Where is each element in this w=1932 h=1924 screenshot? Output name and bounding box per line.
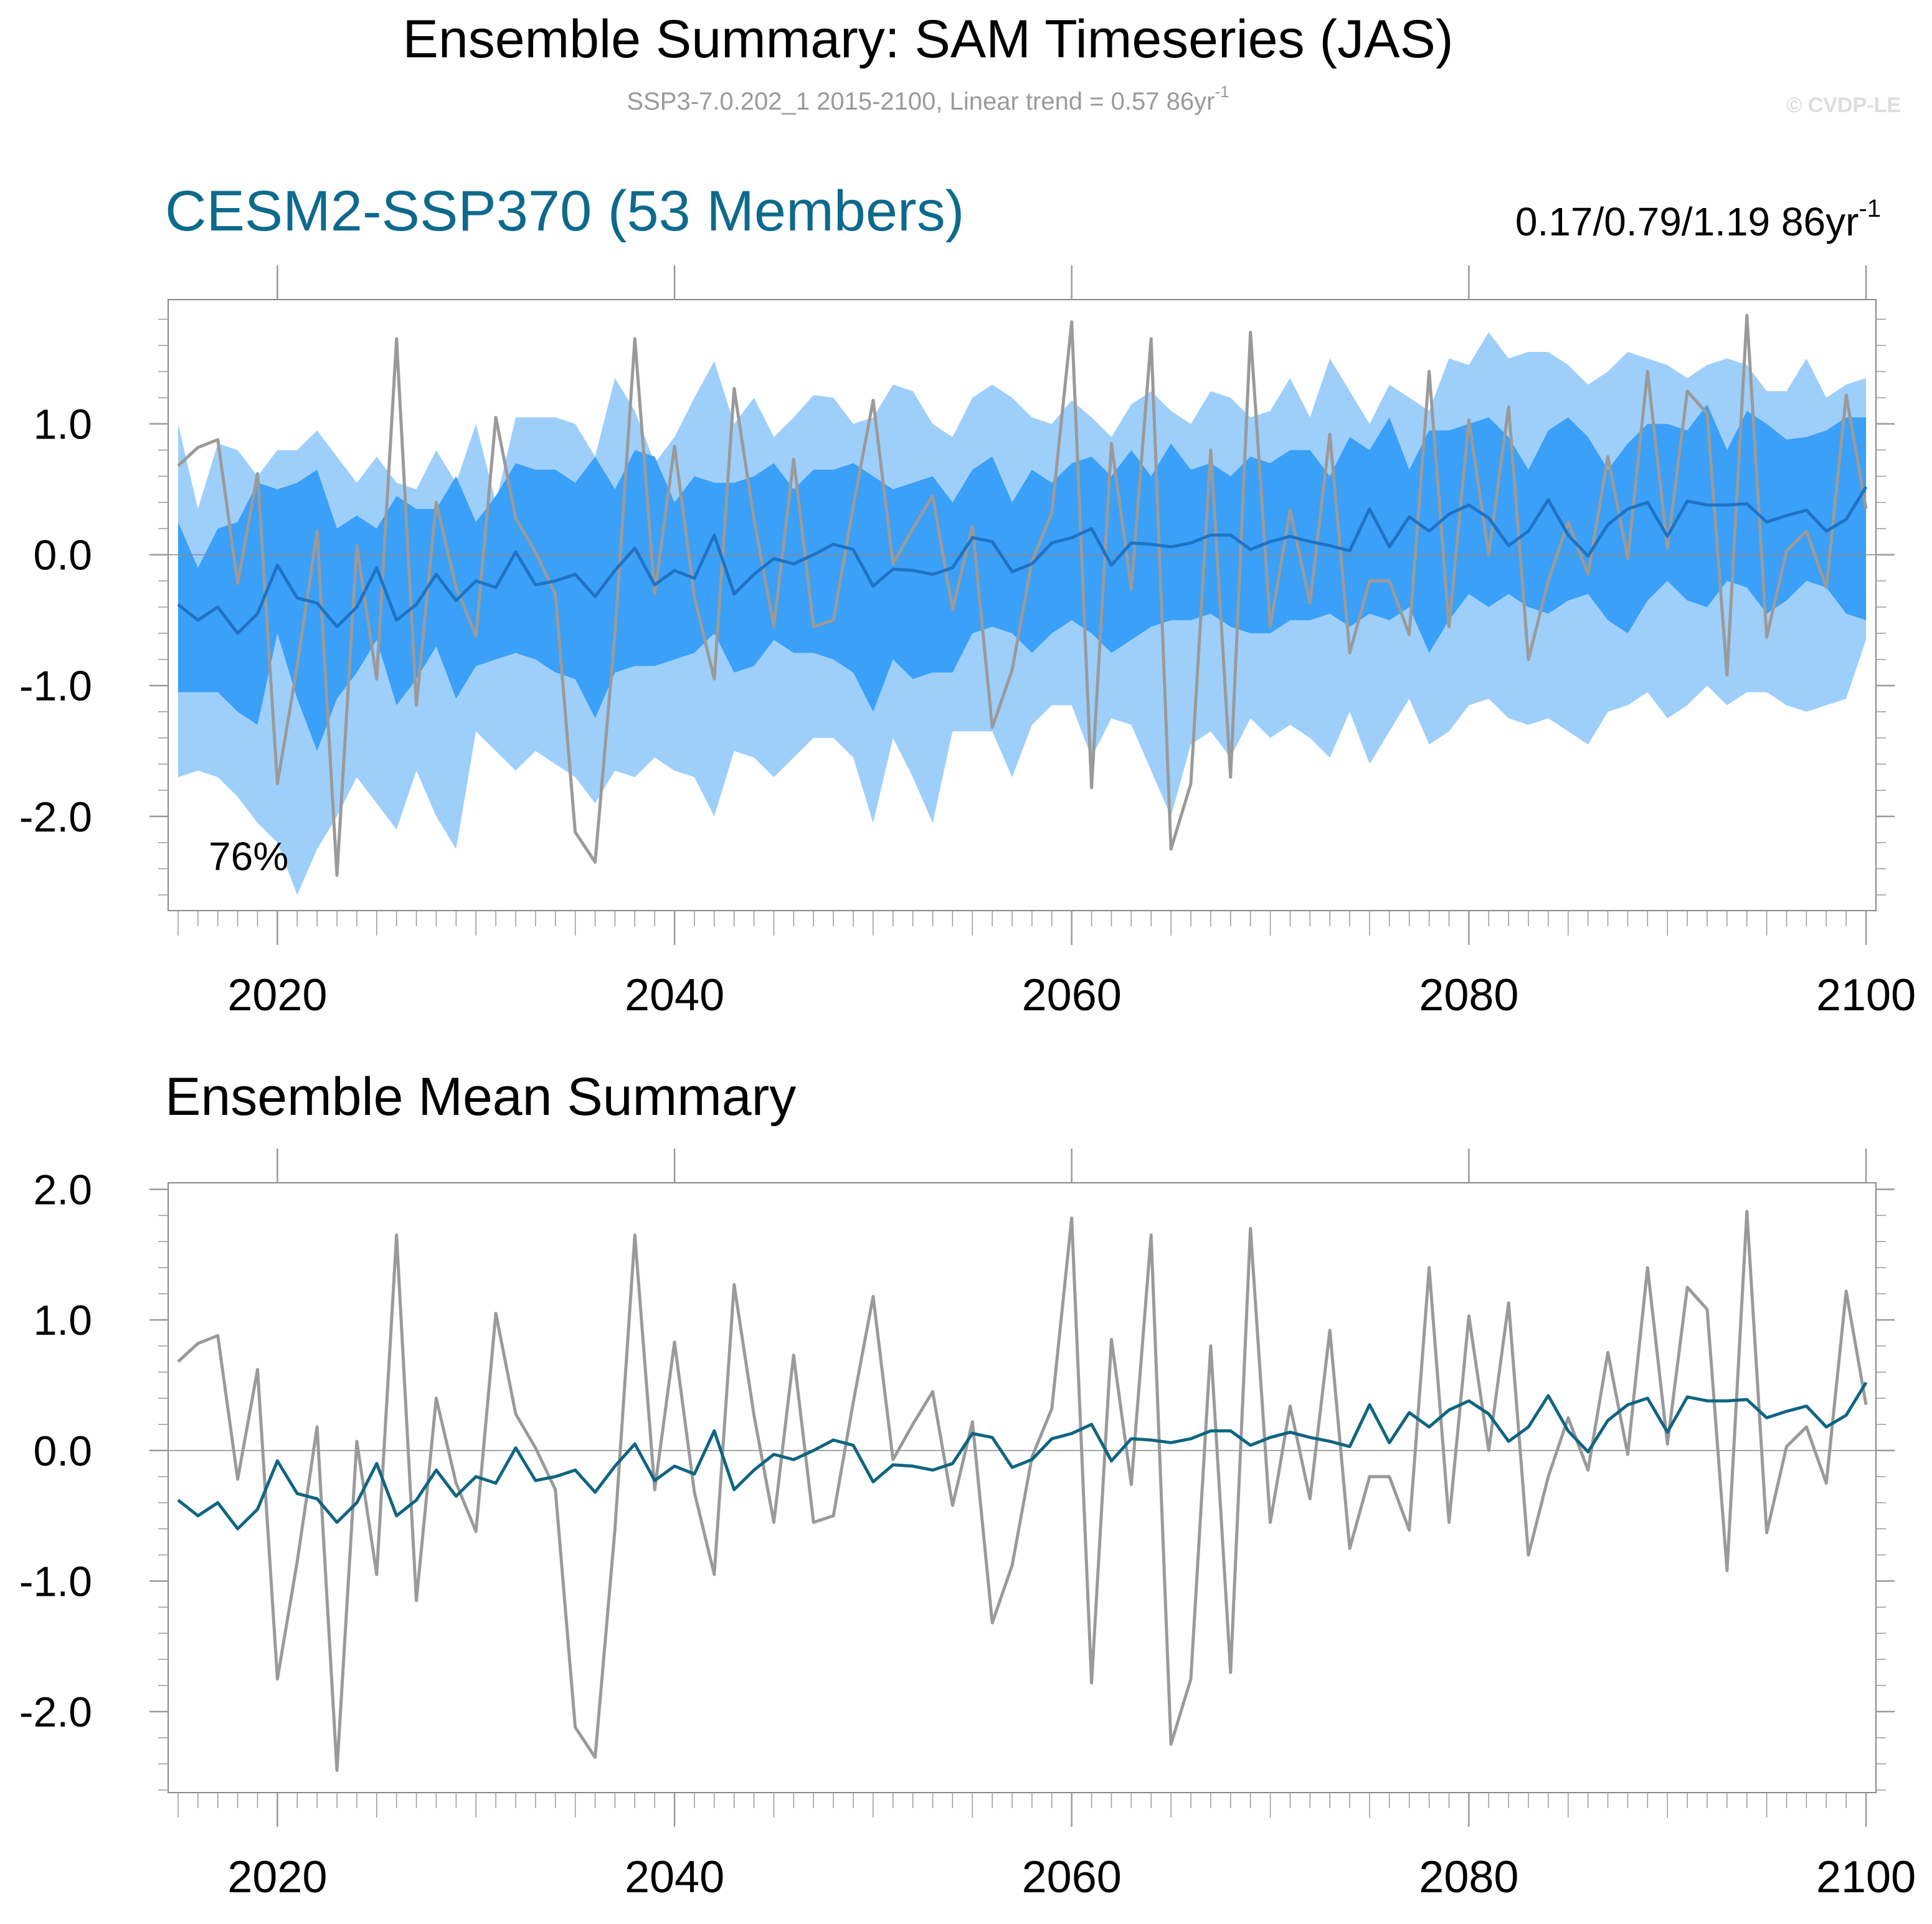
y-tick-label: 0.0	[33, 1428, 92, 1475]
ensemble-mean-panel: 2020 2040 2060 2080 2100 2.0 1.0 0.0 -1.0 -2.0	[19, 1149, 1916, 1902]
trend-label: 0.17/0.79/1.19 86yr-1	[1515, 195, 1881, 244]
x-tick-label: 2040	[625, 970, 724, 1020]
ensemble-mean-line	[177, 486, 1868, 635]
ensemble-spread-panel: 2020 2040 2060 2080 2100 1.0 0.0 -1.0 -2.0	[19, 265, 1916, 1020]
y-tick-label: 2.0	[33, 1166, 92, 1213]
observations-line	[177, 1210, 1868, 1772]
x-tick-label: 2020	[227, 1852, 327, 1902]
y-tick-label: -1.0	[19, 663, 92, 710]
figure-title: Ensemble Summary: SAM Timeseries (JAS)	[403, 9, 1454, 69]
x-tick-label: 2060	[1022, 1852, 1122, 1902]
x-tick-label: 2060	[1022, 970, 1122, 1020]
model-title: CESM2-SSP370 (53 Members)	[165, 179, 964, 243]
x-tick-label: 2100	[1816, 970, 1916, 1020]
x-tick-label: 2040	[625, 1852, 724, 1902]
ensemble-mean-line	[177, 1381, 1868, 1530]
figure-subtitle: SSP3-7.0.202_1 2015-2100, Linear trend =…	[627, 82, 1229, 115]
x-tick-label: 2100	[1816, 1852, 1916, 1902]
x-tick-label: 2080	[1419, 1852, 1518, 1902]
y-tick-label: -1.0	[19, 1558, 92, 1605]
y-tick-label: 1.0	[33, 1297, 92, 1344]
x-tick-label: 2080	[1419, 970, 1518, 1020]
cvdp-credit: © CVDP-LE	[1786, 93, 1901, 117]
subtitle-main: SSP3-7.0.202_1 2015-2100, Linear trend =…	[627, 88, 1215, 115]
plot-frame	[168, 1182, 1877, 1793]
trend-main: 0.17/0.79/1.19 86yr	[1515, 199, 1859, 244]
y-tick-label: 0.0	[33, 532, 92, 579]
trend-superscript: -1	[1859, 195, 1881, 222]
plot-frame	[168, 299, 1877, 911]
y-tick-label: 1.0	[33, 401, 92, 448]
y-tick-label: -2.0	[19, 1689, 92, 1736]
y-tick-label: -2.0	[19, 794, 92, 841]
ensemble-10-90-band	[178, 404, 1867, 751]
percent-label: 76%	[209, 834, 288, 879]
subtitle-superscript: -1	[1215, 82, 1229, 101]
x-tick-label: 2020	[227, 970, 327, 1020]
ensemble-mean-summary-title: Ensemble Mean Summary	[165, 1067, 796, 1127]
